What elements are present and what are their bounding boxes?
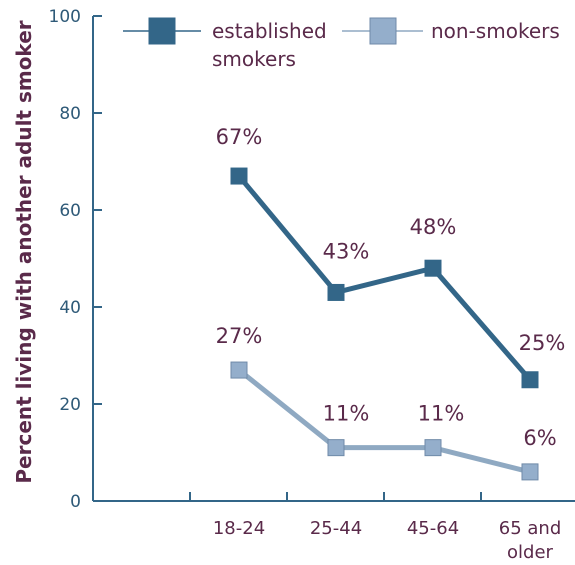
x-tick-label-line: 45-64 [407,518,459,539]
y-tick-label: 20 [59,395,81,415]
chart-series: 67% 43% 48% 25% 27% 11% 11% 6% [216,125,566,481]
legend-label: non-smokers [431,19,560,43]
data-point [521,371,539,389]
data-label: 27% [216,324,263,348]
x-tick-label-line: 18-24 [213,518,265,539]
data-label: 25% [519,331,566,355]
x-tick-label: 45-64 [407,518,459,539]
data-label: 11% [418,402,465,426]
data-point [327,283,345,301]
legend-marker [369,17,397,45]
series-line [237,368,531,475]
x-tick-label: 65 and older [499,518,562,563]
y-tick-label: 80 [59,104,81,124]
data-point [521,463,539,481]
legend-marker [148,17,176,45]
data-label: 43% [323,239,370,263]
x-tick-label-line: 25-44 [310,518,362,539]
y-axis-label: Percent living with another adult smoker [12,20,36,483]
data-point [230,167,248,185]
data-label: 67% [216,125,263,149]
data-label: 6% [523,426,556,450]
series-line [237,174,532,382]
legend-label-line: smokers [212,47,296,71]
y-tick-label: 60 [59,201,81,221]
data-point [424,259,442,277]
x-tick-label: 18-24 [213,518,265,539]
x-tick-label: 25-44 [310,518,362,539]
y-tick-label: 0 [70,492,81,512]
chart-legend: established smokers non-smokers [123,17,560,71]
y-tick-label: 40 [59,298,81,318]
data-label: 48% [410,215,457,239]
data-point [327,439,345,457]
data-label: 11% [323,402,370,426]
x-tick-label-line: older [507,542,554,563]
x-tick-label-line: 65 and [499,518,562,539]
y-tick-label: 100 [49,7,81,27]
legend-label-line: non-smokers [431,19,560,43]
data-point [230,361,248,379]
chart-axes: 0 20 40 60 80 100 18-24 25-44 45-64 65 and older [49,7,575,563]
data-point [424,439,442,457]
legend-label-line: established [212,19,327,43]
legend-label: established smokers [212,19,327,71]
